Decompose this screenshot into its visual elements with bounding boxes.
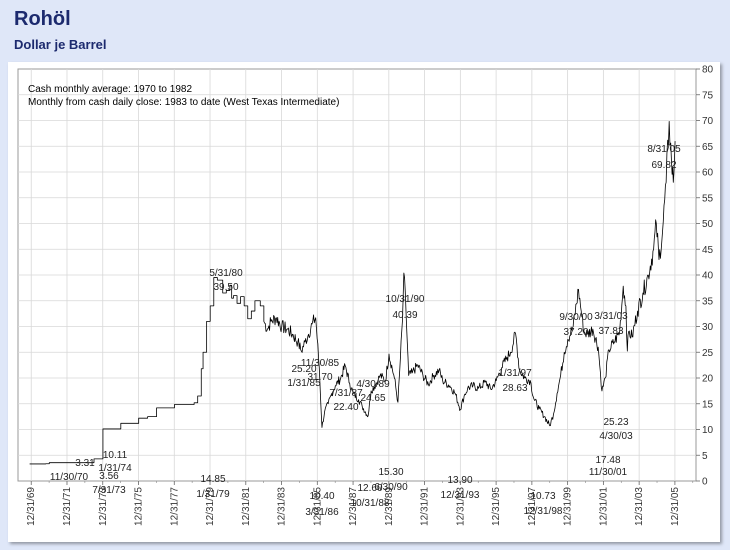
annotation-date: 1/31/85 xyxy=(287,378,321,389)
annotation-value: 13.90 xyxy=(447,475,472,486)
y-axis: 0 5 10 15 20 25 30 35 40 45 50 55 60 65 70 75 80 xyxy=(696,65,714,488)
oil-price-chart: 12/31/69 12/31/71 12/31/73 12/31/75 12/31/77… xyxy=(17,65,714,526)
annotation-value: 3.56 xyxy=(99,471,119,482)
y-tick-label: 60 xyxy=(702,168,714,179)
annotation-date: 4/30/89 xyxy=(356,379,390,390)
annotation-date: 11/30/85 xyxy=(301,358,340,369)
x-tick-label: 12/31/97 xyxy=(527,487,538,526)
x-tick-label: 12/31/69 xyxy=(26,487,37,526)
annotation-date: 1/31/79 xyxy=(196,489,230,500)
y-tick-label: 45 xyxy=(702,245,714,256)
y-tick-label: 25 xyxy=(702,348,714,359)
x-tick-label: 12/31/05 xyxy=(670,487,681,526)
annotation-value: 37.20 xyxy=(563,327,588,338)
x-tick-label: 12/31/01 xyxy=(598,487,609,526)
annotation-value: 10.11 xyxy=(103,450,128,461)
chart-panel: 12/31/69 12/31/71 12/31/73 12/31/75 12/31/77… xyxy=(8,62,720,542)
x-tick-label: 12/31/99 xyxy=(563,487,574,526)
x-tick-label: 12/31/85 xyxy=(312,487,323,526)
y-tick-label: 70 xyxy=(702,116,714,127)
x-tick-label: 12/31/87 xyxy=(348,487,359,526)
x-tick-label: 12/31/89 xyxy=(384,487,395,526)
x-tick-label: 12/31/81 xyxy=(241,487,252,526)
annotation-value: 31.70 xyxy=(307,372,332,383)
annotation-value: 3.31 xyxy=(75,458,95,469)
annotation-date: 1/31/97 xyxy=(498,368,532,379)
annotation-date: 7/31/73 xyxy=(92,485,126,496)
annotation-value: 39.50 xyxy=(213,282,238,293)
annotation-date: 4/30/03 xyxy=(599,431,633,442)
annotation-date: 11/30/01 xyxy=(589,467,628,478)
annotation-value: 37.83 xyxy=(598,326,623,337)
note-line-2: Monthly from cash daily close: 1983 to d… xyxy=(28,97,339,108)
annotation-date: 12/31/93 xyxy=(441,490,480,501)
x-tick-label: 12/31/79 xyxy=(205,487,216,526)
annotations: 11/30/70 3.31 7/31/73 3.561/31/74 10.11 1/31/… xyxy=(50,144,681,518)
x-tick-label: 12/31/73 xyxy=(98,487,109,526)
annotation-value: 15.30 xyxy=(378,467,403,478)
y-tick-label: 10 xyxy=(702,425,714,436)
y-tick-label: 5 xyxy=(702,451,708,462)
annotation-value: 40.39 xyxy=(392,310,417,321)
x-tick-label: 12/31/95 xyxy=(491,487,502,526)
annotation-date: 3/31/86 xyxy=(305,507,339,518)
annotation-value: 22.40 xyxy=(333,402,358,413)
page-subtitle: Dollar je Barrel xyxy=(14,37,107,52)
annotation-value: 28.63 xyxy=(502,383,527,394)
annotation-date: 8/31/05 xyxy=(647,144,681,155)
price-line xyxy=(29,121,676,465)
annotation-value: 25.23 xyxy=(603,417,628,428)
annotation-value: 17.48 xyxy=(595,455,620,466)
y-tick-label: 40 xyxy=(702,271,714,282)
y-tick-label: 30 xyxy=(702,322,714,333)
annotation-value: 10.40 xyxy=(309,491,334,502)
annotation-value: 25.20 xyxy=(291,364,316,375)
note-line-1: Cash monthly average: 1970 to 1982 xyxy=(28,84,192,95)
y-tick-label: 65 xyxy=(702,142,714,153)
annotation-date: 1/31/74 xyxy=(98,463,132,474)
annotation-date: 5/31/80 xyxy=(209,268,243,279)
x-tick-label: 12/31/91 xyxy=(420,487,431,526)
annotation-value: 10.73 xyxy=(530,491,555,502)
y-tick-label: 20 xyxy=(702,374,714,385)
price-series xyxy=(29,121,676,465)
annotation-date: 12/31/98 xyxy=(524,506,563,517)
page-title: Rohöl xyxy=(14,8,71,30)
y-tick-label: 0 xyxy=(702,477,708,488)
y-tick-label: 50 xyxy=(702,219,714,230)
gridlines xyxy=(18,69,696,481)
y-tick-label: 75 xyxy=(702,90,714,101)
annotation-date: 3/31/03 xyxy=(594,311,628,322)
annotation-value: 14.85 xyxy=(200,474,225,485)
x-tick-label: 12/31/83 xyxy=(277,487,288,526)
x-axis: 12/31/69 12/31/71 12/31/73 12/31/75 12/31/77… xyxy=(26,481,694,526)
annotation-value: 69.82 xyxy=(651,160,676,171)
annotation-date: 9/30/00 xyxy=(559,312,593,323)
y-tick-label: 80 xyxy=(702,65,714,76)
x-tick-label: 12/31/75 xyxy=(134,487,145,526)
x-tick-label: 12/31/77 xyxy=(169,487,180,526)
y-tick-label: 35 xyxy=(702,296,714,307)
annotation-date: 7/31/87 xyxy=(329,388,363,399)
x-tick-label: 12/31/03 xyxy=(634,487,645,526)
y-tick-label: 15 xyxy=(702,399,714,410)
x-tick-label: 12/31/93 xyxy=(455,487,466,526)
y-tick-label: 55 xyxy=(702,193,714,204)
annotation-value: 12.60 xyxy=(357,483,382,494)
x-tick-label: 12/31/71 xyxy=(62,487,73,526)
annotation-date: 10/31/88 xyxy=(351,498,390,509)
annotation-value: 24.65 xyxy=(360,393,385,404)
annotation-date: 11/30/70 xyxy=(50,472,89,483)
annotation-date: 6/30/90 xyxy=(374,482,408,493)
annotation-date: 10/31/90 xyxy=(386,294,425,305)
